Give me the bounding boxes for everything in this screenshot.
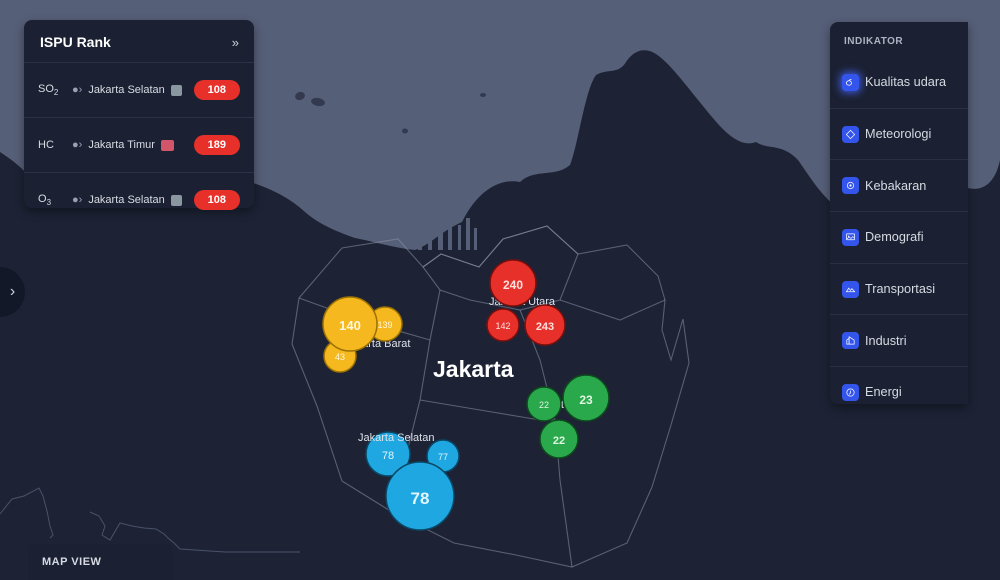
svg-text:140: 140 [339, 318, 361, 333]
svg-text:240: 240 [503, 278, 523, 292]
svg-text:22: 22 [539, 400, 549, 410]
svg-text:43: 43 [335, 352, 345, 362]
svg-text:139: 139 [377, 320, 392, 330]
svg-text:22: 22 [553, 435, 565, 447]
svg-text:78: 78 [382, 450, 394, 462]
svg-text:142: 142 [495, 321, 510, 331]
svg-text:78: 78 [411, 489, 430, 508]
svg-text:23: 23 [579, 393, 593, 407]
svg-text:77: 77 [438, 452, 448, 462]
svg-text:243: 243 [536, 321, 554, 333]
